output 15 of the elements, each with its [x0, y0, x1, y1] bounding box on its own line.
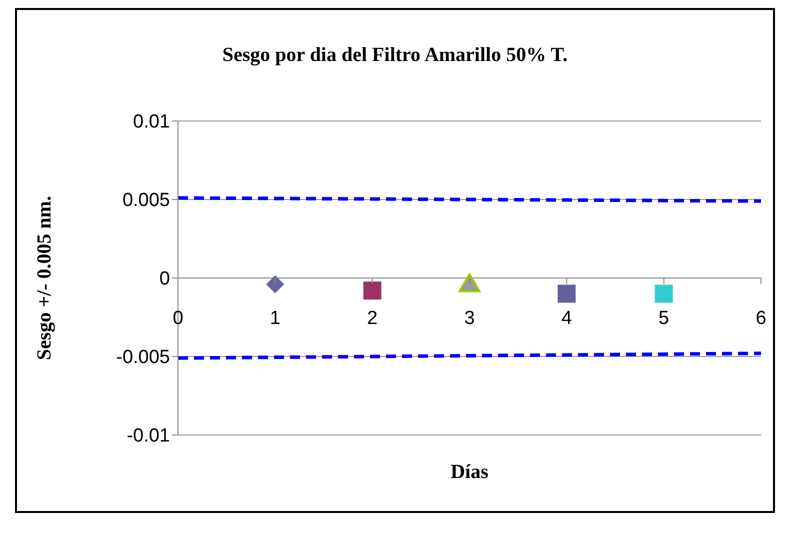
y-tick-label: -0.005	[116, 347, 170, 368]
x-axis-title: Días	[450, 461, 490, 484]
x-tick-label: 6	[756, 308, 766, 329]
x-tick-label: 2	[367, 308, 378, 329]
y-axis-title: Sesgo +/- 0.005 nm.	[34, 196, 56, 360]
x-tick-label: 0	[172, 308, 184, 329]
y-tick-label: 0.01	[133, 112, 170, 133]
y-tick-label: 0	[159, 268, 170, 290]
y-tick-label: -0.01	[126, 426, 170, 447]
chart-title: Sesgo por dia del Filtro Amarillo 50% T.	[221, 44, 569, 67]
y-tick-label: 0.005	[122, 190, 170, 212]
x-tick-label: 3	[464, 308, 475, 329]
x-tick-label: 4	[561, 308, 572, 329]
x-tick-label: 5	[658, 308, 670, 329]
x-tick-label: 1	[270, 308, 280, 329]
